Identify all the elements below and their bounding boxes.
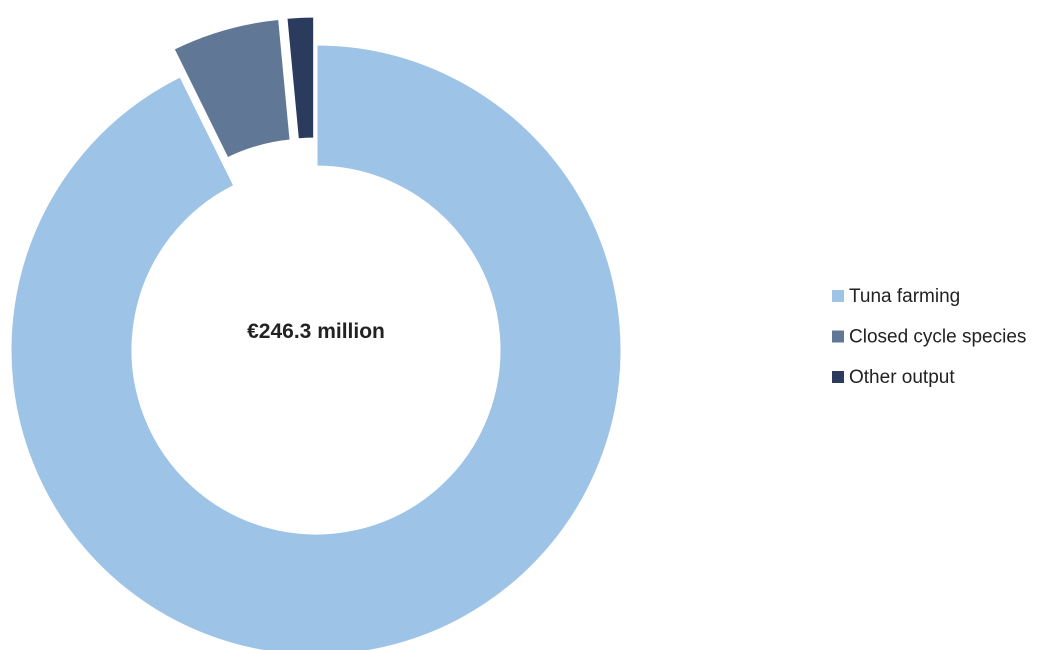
legend-swatch <box>832 330 844 343</box>
legend-label: Tuna farming <box>849 286 960 307</box>
donut-segment <box>8 42 624 650</box>
legend-label: Other output <box>849 367 955 388</box>
center-label: €246.3 million <box>247 320 385 343</box>
donut-segment <box>170 16 293 161</box>
legend-label: Closed cycle species <box>849 327 1026 348</box>
donut-segment <box>284 14 317 142</box>
legend-swatch <box>832 290 844 302</box>
legend-swatch <box>832 371 844 383</box>
